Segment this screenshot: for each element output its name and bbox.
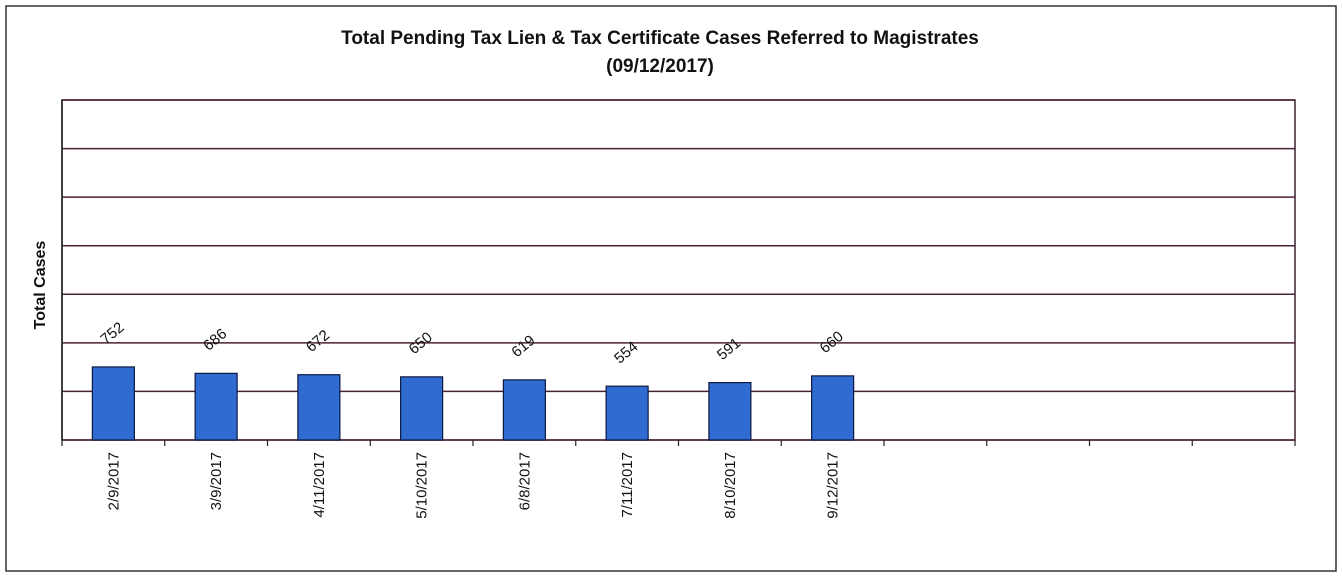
x-tick-label: 7/11/2017 bbox=[619, 452, 636, 518]
plot-area bbox=[61, 99, 1296, 441]
chart-subtitle: (09/12/2017) bbox=[606, 56, 714, 77]
chart-border bbox=[5, 5, 1337, 572]
data-label: 752 bbox=[97, 319, 127, 348]
data-label: 619 bbox=[508, 332, 538, 361]
chart-title: Total Pending Tax Lien & Tax Certificate… bbox=[341, 28, 979, 49]
bar bbox=[811, 375, 855, 441]
x-tick-label: 6/8/2017 bbox=[516, 452, 533, 510]
x-tick-label: 2/9/2017 bbox=[105, 452, 122, 510]
bar bbox=[194, 372, 238, 441]
data-label: 660 bbox=[817, 328, 847, 357]
bar bbox=[297, 374, 341, 441]
data-label: 672 bbox=[303, 327, 333, 356]
bar bbox=[400, 376, 444, 441]
bar bbox=[708, 381, 752, 441]
data-label: 591 bbox=[714, 335, 744, 364]
x-tick-label: 8/10/2017 bbox=[722, 452, 739, 519]
bar bbox=[605, 385, 649, 441]
x-tick-label: 3/9/2017 bbox=[208, 452, 225, 510]
data-label: 686 bbox=[200, 325, 230, 354]
y-axis-label: Total Cases bbox=[32, 241, 49, 330]
bar bbox=[502, 379, 546, 441]
x-tick-label: 5/10/2017 bbox=[414, 452, 431, 519]
x-tick-label: 4/11/2017 bbox=[311, 452, 328, 518]
bar bbox=[91, 366, 135, 441]
data-label: 650 bbox=[406, 329, 436, 358]
x-tick-label: 9/12/2017 bbox=[825, 452, 842, 519]
